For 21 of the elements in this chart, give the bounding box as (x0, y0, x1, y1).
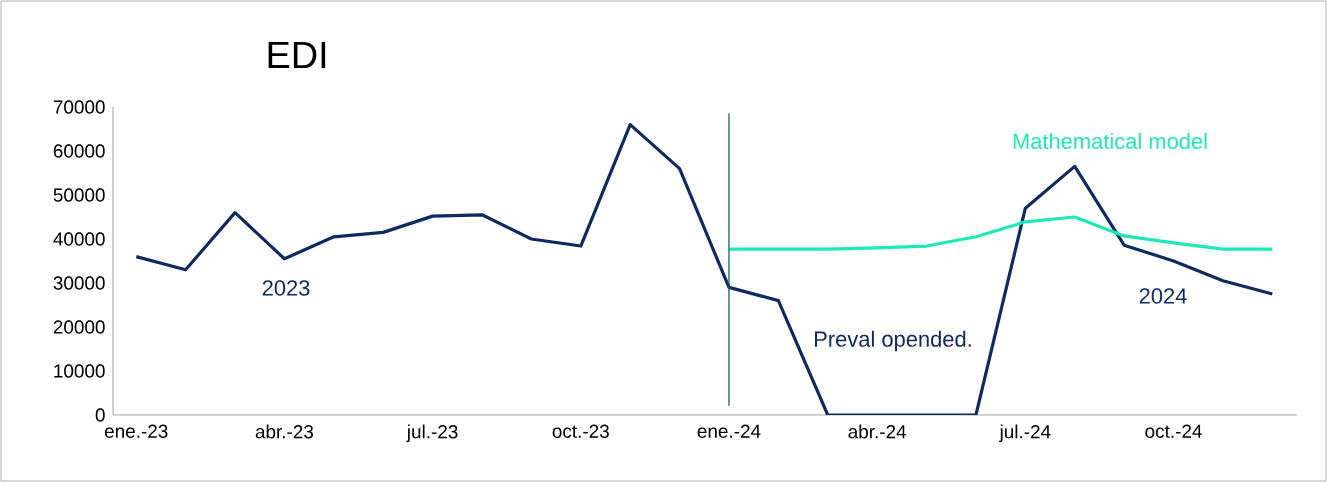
y-tick-label: 10000 (54, 364, 105, 378)
annotation: Preval opended. (814, 330, 971, 352)
annotation: 2023 (262, 280, 310, 296)
y-tick-label: 60000 (53, 144, 105, 158)
x-tick-label: oct.-23 (552, 424, 609, 438)
annotation: 2024 (1139, 288, 1187, 304)
x-tick-label: jul.-23 (406, 424, 458, 443)
x-tick-label: oct.-24 (1145, 424, 1202, 438)
y-tick-label: 30000 (53, 276, 105, 290)
y-tick-label: 50000 (53, 188, 105, 202)
y-tick-label: 70000 (53, 100, 105, 114)
chart-title: EDI (268, 41, 326, 69)
x-tick-label: jul.-24 (999, 424, 1051, 443)
text: Mathematical model (1013, 132, 1207, 150)
x-tick-label: abr.-24 (848, 424, 907, 439)
x-tick-label: ene.-23 (104, 424, 168, 438)
y-tick-label: 0 (95, 408, 105, 422)
y-tick-label: 40000 (53, 232, 105, 246)
y-tick-label: 20000 (53, 320, 105, 334)
x-tick-label: ene.-24 (697, 424, 761, 438)
x-tick-label: abr.-23 (255, 424, 314, 439)
